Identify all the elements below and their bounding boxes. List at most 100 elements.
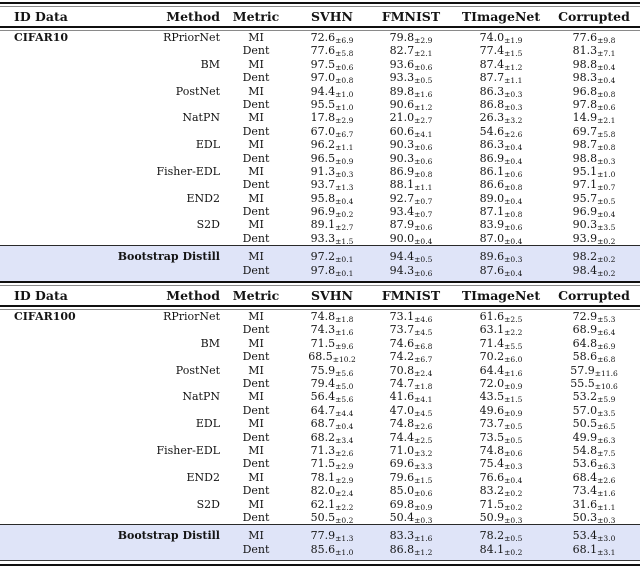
value-mean: 79.8	[389, 31, 415, 44]
method-cell	[148, 232, 220, 245]
value-cell-svhn: 95.8±0.4	[292, 192, 372, 206]
value-std: ±7.1	[597, 49, 616, 59]
value-mean: 87.1	[479, 205, 505, 219]
id-data-cell	[0, 484, 148, 497]
value-cell-timagenet: 86.6±0.8	[450, 178, 552, 192]
value-mean: 91.3	[310, 164, 336, 178]
value-std: ±0.3	[504, 255, 523, 265]
value-cell-fmnist: 74.6±6.8	[372, 337, 450, 351]
value-cell-fmnist: 74.2±6.7	[372, 350, 450, 365]
value-std: ±1.2	[504, 62, 523, 72]
value-mean: 49.9	[572, 430, 598, 444]
value-cell-timagenet: 86.8±0.3	[450, 98, 552, 112]
value-cell-timagenet: 73.5±0.5	[450, 431, 552, 445]
value-std: ±2.6	[597, 475, 616, 485]
value-cell-corrupted: 64.8±6.9	[552, 337, 636, 351]
value-mean: 93.9	[572, 231, 598, 245]
method-cell: EDL	[195, 138, 220, 152]
value-std: ±4.1	[414, 129, 433, 139]
value-cell-timagenet: 87.7±1.1	[450, 71, 552, 85]
value-cell-corrupted: 95.7±0.5	[552, 192, 636, 206]
id-data-cell	[0, 390, 148, 403]
value-mean: 86.6	[479, 178, 505, 192]
value-std: ±4.1	[414, 395, 433, 405]
value-std: ±0.6	[414, 268, 433, 278]
value-std: ±5.6	[335, 368, 354, 378]
distill-method-cell	[0, 543, 220, 556]
metric-cell: MI	[248, 363, 264, 377]
value-mean: 54.8	[572, 443, 598, 457]
value-mean: 93.6	[389, 57, 415, 71]
value-std: ±5.8	[597, 129, 616, 139]
metric-cell: Dent	[242, 124, 270, 138]
value-std: ±2.1	[597, 116, 616, 126]
value-cell-fmnist: 50.4±0.3	[372, 511, 450, 525]
value-cell-svhn: 96.2±1.1	[292, 138, 372, 152]
value-std: ±1.6	[504, 368, 523, 378]
value-std: ±1.8	[414, 381, 433, 391]
value-std: ±1.0	[597, 169, 616, 179]
value-mean: 93.3	[310, 231, 336, 245]
value-mean: 71.0	[389, 443, 415, 457]
value-cell-fmnist: 89.8±1.6	[372, 85, 450, 99]
value-mean: 53.2	[572, 390, 598, 404]
metric-cell: MI	[248, 57, 264, 71]
method-cell	[148, 71, 220, 84]
value-mean: 71.4	[479, 336, 505, 350]
value-mean: 61.6	[479, 310, 505, 324]
value-cell-svhn: 64.7±4.4	[292, 404, 372, 418]
value-std: ±0.3	[504, 515, 523, 525]
col-header-method: Method	[166, 288, 220, 304]
distill-row: Dent 97.8±0.1 94.3±0.6 87.6±0.4 98.4±0.2	[0, 264, 640, 278]
value-std: ±3.3	[414, 462, 433, 472]
section-rule	[0, 281, 640, 287]
col-header-corrupted: Corrupted	[558, 9, 630, 24]
table-row: Dent 82.0±2.4 85.0±0.6 83.2±0.2 73.4±1.6	[0, 484, 640, 498]
value-mean: 94.4	[389, 250, 415, 264]
value-std: ±6.4	[597, 328, 616, 338]
col-header-fmnist: FMNIST	[381, 288, 441, 304]
value-std: ±6.7	[335, 129, 354, 139]
value-std: ±0.4	[504, 156, 523, 166]
top-rule	[0, 2, 640, 7]
value-cell-corrupted: 98.2±0.2	[552, 250, 636, 264]
value-mean: 83.9	[479, 218, 505, 232]
value-mean: 56.4	[310, 390, 336, 404]
table-row: CIFAR100 RPriorNet MI 74.8±1.8 73.1±4.6 61.6±…	[0, 310, 640, 324]
value-mean: 71.3	[310, 443, 336, 457]
table-row: Dent 93.3±1.5 90.0±0.4 87.0±0.4 93.9±0.2	[0, 231, 640, 246]
value-cell-svhn: 78.1±2.9	[292, 471, 372, 485]
value-std: ±0.3	[504, 89, 523, 99]
value-mean: 90.3	[572, 218, 598, 232]
id-data-cell: CIFAR10	[14, 31, 69, 44]
value-mean: 74.8	[479, 443, 505, 457]
distill-method-cell: Bootstrap Distill	[117, 529, 220, 543]
metric-cell: Dent	[242, 403, 270, 417]
distill-row: Bootstrap Distill MI 77.9±1.3 83.3±1.6 78.2±…	[0, 529, 640, 543]
value-mean: 47.0	[389, 403, 415, 417]
value-cell-svhn: 71.5±9.6	[292, 337, 372, 351]
value-mean: 73.7	[479, 417, 505, 431]
value-std: ±10.2	[332, 355, 356, 365]
table-row: END2 MI 78.1±2.9 79.6±1.5 76.6±0.4 68.4±2.6	[0, 471, 640, 485]
value-cell-svhn: 17.8±2.9	[292, 111, 372, 125]
value-mean: 78.2	[479, 529, 505, 543]
value-std: ±0.6	[597, 102, 616, 112]
value-std: ±2.7	[335, 223, 354, 233]
value-std: ±1.1	[414, 183, 433, 193]
value-mean: 86.9	[389, 164, 415, 178]
value-cell-fmnist: 79.8±2.9	[372, 31, 450, 45]
value-std: ±0.4	[504, 475, 523, 485]
value-mean: 87.0	[479, 231, 505, 245]
value-mean: 69.8	[389, 497, 415, 511]
value-std: ±6.7	[414, 355, 433, 365]
value-cell-svhn: 68.2±3.4	[292, 431, 372, 445]
value-std: ±0.8	[597, 143, 616, 153]
metric-cell: Dent	[242, 457, 270, 471]
value-std: ±0.8	[335, 76, 354, 86]
value-cell-corrupted: 55.5±10.6	[552, 377, 636, 391]
value-cell-svhn: 77.9±1.3	[292, 529, 372, 543]
value-std: ±2.6	[335, 448, 354, 458]
value-std: ±0.6	[504, 448, 523, 458]
id-data-cell	[0, 457, 148, 470]
